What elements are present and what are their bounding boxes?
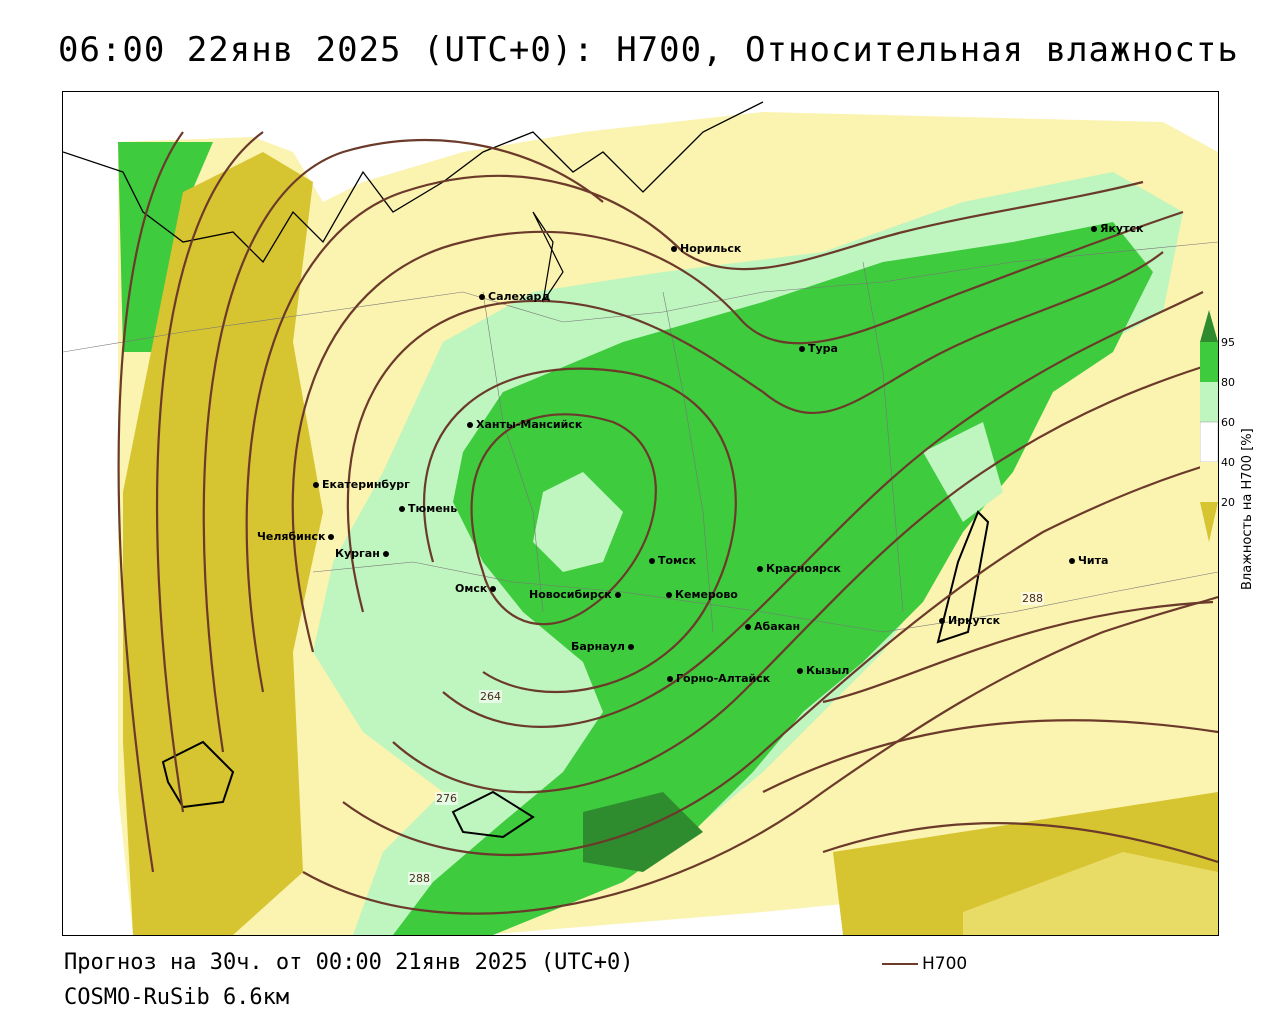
- weather-map[interactable]: 264 276 288 288 Норильск Якутск Салехард…: [62, 91, 1219, 936]
- map-canvas: [63, 101, 1218, 935]
- city-dot-icon: [649, 558, 655, 564]
- city-label: Иркутск: [939, 614, 1000, 627]
- city-label: Омск: [455, 582, 499, 595]
- city-dot-icon: [671, 246, 677, 252]
- city-label: Тура: [799, 342, 838, 355]
- city-label: Якутск: [1091, 222, 1143, 235]
- page-title: 06:00 22янв 2025 (UTC+0): H700, Относите…: [58, 30, 1239, 70]
- city-dot-icon: [745, 624, 751, 630]
- city-label: Чита: [1069, 554, 1108, 567]
- city-label: Кызыл: [797, 664, 849, 677]
- contour-label: 288: [1021, 592, 1044, 605]
- model-name: COSMO-RuSib 6.6км: [64, 985, 290, 1010]
- contour-legend-line: [882, 963, 918, 965]
- city-label: Барнаул: [571, 640, 637, 653]
- city-label: Новосибирск: [529, 588, 624, 601]
- city-dot-icon: [382, 551, 389, 557]
- city-dot-icon: [627, 644, 634, 650]
- city-dot-icon: [328, 534, 335, 540]
- city-label: Томск: [649, 554, 696, 567]
- legend-tick: 20: [1221, 496, 1235, 509]
- city-dot-icon: [313, 482, 319, 488]
- city-dot-icon: [479, 294, 485, 300]
- city-dot-icon: [1069, 558, 1075, 564]
- city-dot-icon: [667, 676, 673, 682]
- city-dot-icon: [467, 422, 473, 428]
- city-label: Салехард: [479, 290, 550, 303]
- city-label: Челябинск: [257, 530, 337, 543]
- city-dot-icon: [1091, 226, 1097, 232]
- contour-label: 264: [479, 690, 502, 703]
- city-label: Кемерово: [666, 588, 738, 601]
- city-dot-icon: [799, 346, 805, 352]
- city-label: Норильск: [671, 242, 741, 255]
- contour-legend-label: H700: [922, 954, 968, 974]
- contour-label: 276: [435, 792, 458, 805]
- legend-title: Влажность на H700 [%]: [1240, 428, 1255, 590]
- city-label: Тюмень: [399, 502, 457, 515]
- city-dot-icon: [797, 668, 803, 674]
- city-label: Екатеринбург: [313, 478, 410, 491]
- city-label: Красноярск: [757, 562, 841, 575]
- forecast-info: Прогноз на 30ч. от 00:00 21янв 2025 (UTC…: [64, 950, 634, 975]
- legend-tick: 95: [1221, 336, 1235, 349]
- humidity-colorbar: [1200, 310, 1218, 542]
- city-label: Курган: [335, 547, 392, 560]
- city-dot-icon: [399, 506, 405, 512]
- contour-label: 288: [408, 872, 431, 885]
- city-dot-icon: [490, 586, 497, 592]
- city-dot-icon: [939, 618, 945, 624]
- city-dot-icon: [666, 592, 672, 598]
- city-label: Абакан: [745, 620, 800, 633]
- city-dot-icon: [614, 592, 621, 598]
- legend-tick: 80: [1221, 376, 1235, 389]
- legend-tick: 40: [1221, 456, 1235, 469]
- city-dot-icon: [757, 566, 763, 572]
- city-label: Горно-Алтайск: [667, 672, 770, 685]
- legend-tick: 60: [1221, 416, 1235, 429]
- city-label: Ханты-Мансийск: [467, 418, 582, 431]
